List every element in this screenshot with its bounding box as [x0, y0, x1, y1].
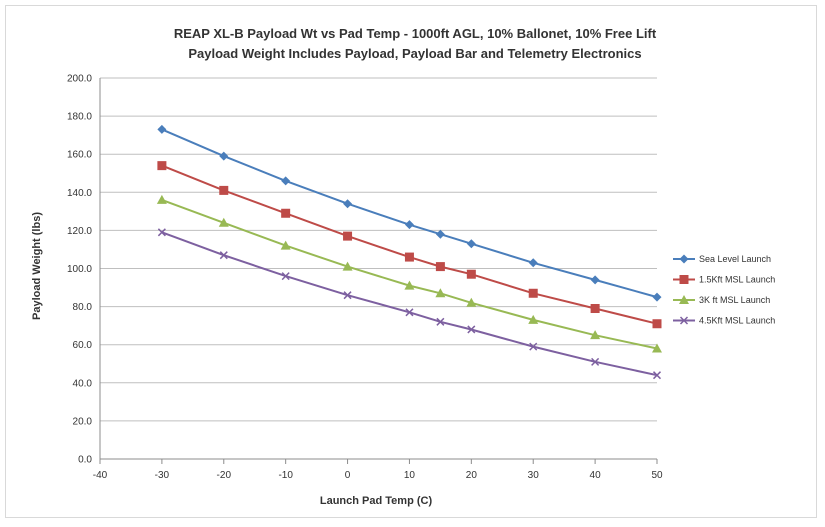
series-0	[157, 124, 662, 302]
y-tick-label: 160.0	[67, 150, 92, 161]
data-point	[466, 239, 476, 249]
series-3	[157, 228, 662, 380]
y-tick-label: 20.0	[73, 416, 93, 427]
y-tick-label: 60.0	[73, 340, 93, 351]
series-1	[157, 161, 662, 329]
x-tick-label: -40	[93, 470, 108, 481]
data-point	[529, 342, 538, 351]
data-point	[405, 308, 414, 317]
x-axis-title: Launch Pad Temp (C)	[320, 495, 433, 507]
data-point	[528, 258, 538, 268]
data-point	[219, 151, 229, 161]
x-tick-label: 40	[590, 470, 602, 481]
y-tick-label: 120.0	[67, 226, 92, 237]
y-tick-label: 80.0	[73, 302, 93, 313]
data-point	[528, 288, 538, 298]
data-point	[652, 343, 662, 353]
data-point	[156, 194, 167, 204]
legend-label: 4.5Kft MSL Launch	[699, 316, 775, 326]
data-point	[436, 317, 445, 326]
legend-entry: 3K ft MSL Launch	[673, 295, 770, 305]
y-tick-label: 0.0	[78, 455, 92, 466]
series-2	[156, 194, 662, 353]
series-layer	[156, 124, 662, 380]
data-point	[281, 176, 291, 186]
data-point	[466, 297, 477, 307]
data-point	[435, 288, 446, 298]
data-point	[528, 314, 539, 324]
x-tick-label: 30	[528, 470, 540, 481]
y-tick-label: 200.0	[67, 74, 92, 85]
data-point	[466, 269, 476, 279]
axis-layer: 0.0 20.0 40.0 60.0 80.0 100.0 120.0 140.0 160.0 1…	[67, 74, 663, 482]
data-point	[343, 291, 352, 300]
series-line	[161, 231, 658, 377]
legend-label: 3K ft MSL Launch	[699, 295, 770, 305]
data-point	[219, 251, 228, 260]
x-tick-label: -30	[155, 470, 170, 481]
legend: Sea Level Launch 1.5Kft MSL Launch 3K ft M…	[673, 254, 775, 326]
legend-entry: 1.5Kft MSL Launch	[673, 275, 775, 285]
data-point	[435, 229, 445, 239]
legend-entry: 4.5Kft MSL Launch	[673, 316, 775, 326]
x-tick-label: -20	[217, 470, 232, 481]
legend-label: 1.5Kft MSL Launch	[699, 275, 775, 285]
series-line	[161, 164, 658, 325]
data-point	[652, 292, 662, 302]
x-tick-label: -10	[278, 470, 293, 481]
data-point	[404, 252, 414, 262]
x-tick-label: 20	[466, 470, 478, 481]
data-point	[281, 208, 291, 218]
data-point	[219, 185, 229, 195]
data-point	[652, 319, 662, 329]
chart-subtitle: Payload Weight Includes Payload, Payload…	[188, 46, 641, 61]
y-tick-label: 140.0	[67, 188, 92, 199]
x-tick-label: 10	[404, 470, 416, 481]
data-point	[590, 330, 601, 340]
legend-marker	[679, 254, 689, 264]
data-point	[157, 124, 167, 134]
data-point	[343, 231, 353, 241]
series-line	[161, 128, 658, 299]
y-tick-label: 100.0	[67, 264, 92, 275]
data-point	[467, 325, 476, 334]
legend-marker	[679, 295, 689, 304]
data-point	[591, 357, 600, 366]
grid-layer	[100, 77, 657, 460]
y-tick-label: 180.0	[67, 112, 92, 123]
series-line	[161, 198, 658, 350]
data-point	[652, 371, 662, 380]
legend-entry: Sea Level Launch	[673, 254, 771, 264]
x-tick-label: 50	[651, 470, 663, 481]
y-tick-label: 40.0	[73, 378, 93, 389]
x-tick-label: 0	[345, 470, 351, 481]
legend-label: Sea Level Launch	[699, 254, 771, 264]
chart-title: REAP XL-B Payload Wt vs Pad Temp - 1000f…	[174, 26, 657, 41]
legend-marker	[679, 275, 689, 284]
data-point	[590, 275, 600, 285]
data-point	[342, 261, 353, 271]
data-point	[218, 217, 229, 227]
data-point	[281, 272, 290, 281]
data-point	[157, 228, 166, 237]
data-point	[404, 220, 414, 230]
data-point	[280, 240, 291, 250]
data-point	[435, 262, 445, 272]
data-point	[404, 280, 415, 290]
y-axis-title: Payload Weight (lbs)	[31, 212, 43, 320]
data-point	[590, 304, 600, 314]
data-point	[343, 199, 353, 209]
data-point	[157, 161, 167, 171]
legend-marker	[679, 316, 689, 325]
